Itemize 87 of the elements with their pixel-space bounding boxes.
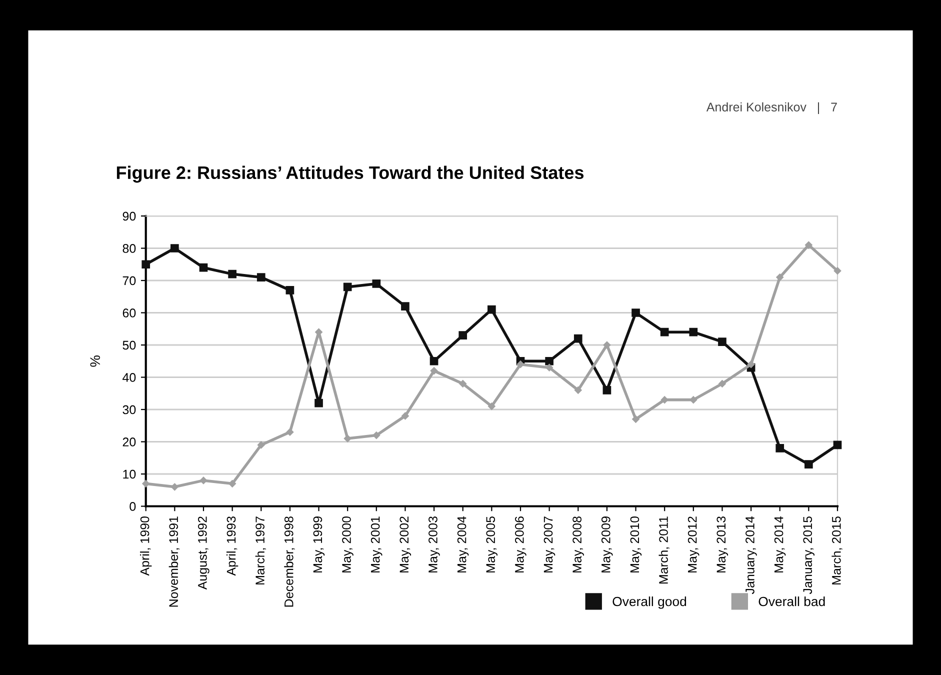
point: [171, 483, 178, 491]
point: [314, 398, 323, 408]
point: [343, 282, 352, 292]
y-tick-label: 30: [122, 405, 136, 414]
chart-title: Figure 2: Russians’ Attitudes Toward the United States: [116, 166, 584, 183]
point: [776, 274, 784, 281]
point: [833, 440, 842, 450]
x-tick-label: May, 1999: [313, 516, 325, 572]
point: [689, 328, 698, 336]
point: [660, 328, 669, 336]
x-tick-label: May, 2010: [630, 516, 642, 572]
y-tick-label: 90: [122, 212, 136, 221]
point: [632, 308, 640, 317]
point: [228, 480, 236, 488]
y-tick-label: 0: [130, 502, 136, 511]
point: [516, 360, 524, 368]
x-tick-label: May, 2014: [774, 516, 786, 572]
legend-label: Overall good: [612, 596, 686, 609]
point: [430, 367, 438, 374]
point: [632, 416, 640, 423]
x-tick-label: January, 2014: [746, 516, 757, 594]
y-tick-label: 60: [122, 308, 136, 318]
point: [574, 334, 582, 343]
x-tick-label: May, 2012: [688, 516, 700, 572]
point: [372, 432, 380, 439]
x-tick-label: May, 2002: [400, 516, 412, 572]
legend-label: Overall bad: [758, 596, 825, 606]
point: [602, 386, 612, 394]
x-tick-label: May, 2009: [601, 516, 613, 572]
x-tick-label: May, 2013: [716, 516, 728, 572]
x-tick-label: April, 1993: [226, 516, 238, 576]
point: [257, 441, 265, 449]
point: [401, 302, 410, 310]
y-tick-label: 10: [123, 470, 136, 479]
point: [256, 273, 266, 282]
point: [718, 338, 726, 346]
point: [170, 244, 179, 252]
point: [344, 434, 352, 442]
x-tick-label: March, 1997: [255, 516, 266, 584]
x-tick-label: May, 2001: [370, 516, 382, 572]
x-tick-label: May, 2004: [457, 516, 469, 572]
point: [286, 286, 294, 294]
y-tick-label: 20: [122, 438, 136, 446]
text: Andrei Kolesnikov | 7: [706, 102, 837, 114]
y-tick-label: 40: [122, 373, 136, 382]
point: [804, 460, 813, 468]
x-tick-label: November, 1991: [168, 516, 180, 607]
x-tick-label: May, 2000: [342, 516, 354, 572]
point: [458, 331, 468, 340]
y-axis-title: %: [90, 355, 100, 367]
x-tick-label: May, 2005: [486, 516, 498, 572]
point: [747, 360, 755, 368]
y-tick-label: 50: [122, 340, 136, 350]
point: [142, 260, 150, 269]
point: [488, 402, 496, 410]
x-tick-label: March, 2015: [832, 516, 842, 584]
point: [718, 380, 726, 388]
point: [776, 444, 784, 452]
point: [546, 364, 553, 372]
point: [142, 480, 150, 488]
point: [402, 412, 409, 420]
x-tick-label: August, 1992: [198, 516, 210, 590]
y-tick-label: 80: [122, 244, 136, 253]
point: [199, 263, 208, 272]
point: [603, 341, 611, 349]
x-tick-label: May, 2008: [572, 516, 584, 572]
point: [459, 380, 466, 388]
x-tick-label: March, 2011: [658, 516, 670, 584]
point: [430, 356, 438, 366]
x-tick-label: May, 2006: [514, 516, 526, 572]
x-tick-label: May, 2003: [428, 516, 440, 572]
point: [690, 396, 698, 404]
point: [545, 356, 554, 366]
x-tick-label: April, 1990: [140, 516, 152, 576]
point: [574, 386, 582, 394]
x-tick-label: May, 2007: [544, 516, 556, 572]
point: [200, 476, 208, 484]
x-tick-label: January, 2015: [803, 516, 814, 594]
point: [660, 396, 668, 404]
point: [805, 241, 812, 249]
x-tick-label: December, 1998: [284, 516, 295, 607]
point: [372, 280, 381, 288]
point: [488, 305, 496, 314]
point: [834, 267, 842, 274]
point: [228, 270, 236, 278]
point: [286, 428, 294, 436]
y-tick-label: 70: [122, 276, 136, 286]
